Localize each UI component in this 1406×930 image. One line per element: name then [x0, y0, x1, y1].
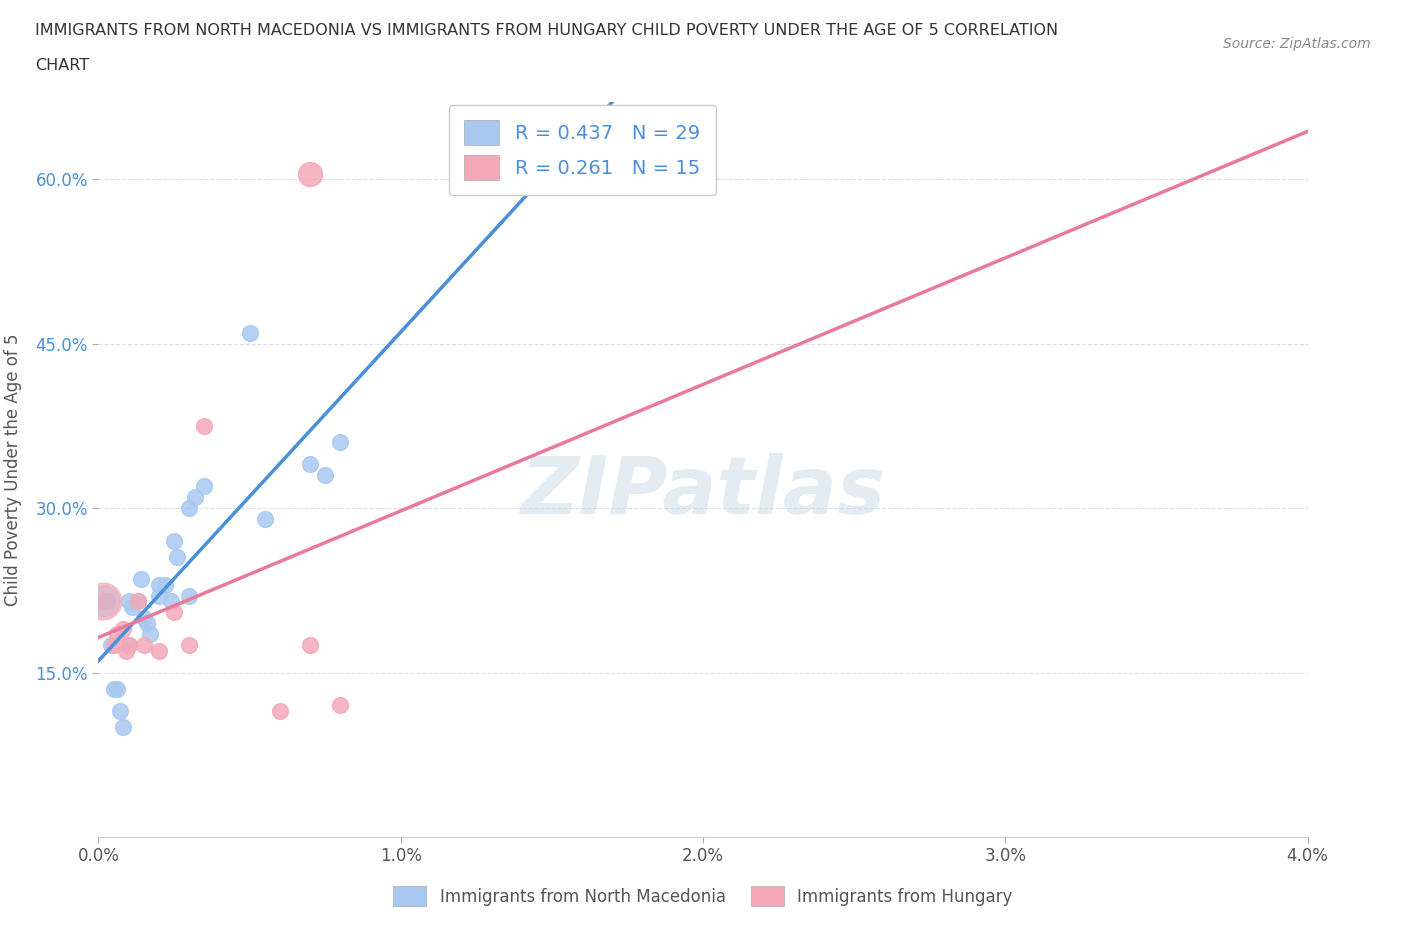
- Point: [163, 534, 186, 549]
- Point: [253, 512, 276, 526]
- Point: [108, 703, 131, 718]
- Point: [314, 468, 336, 483]
- Point: [96, 593, 118, 608]
- Point: [91, 593, 114, 608]
- Text: Source: ZipAtlas.com: Source: ZipAtlas.com: [1223, 37, 1371, 51]
- Point: [93, 593, 115, 608]
- Point: [299, 166, 322, 181]
- Point: [329, 435, 352, 450]
- Point: [239, 326, 262, 340]
- Point: [127, 593, 149, 608]
- Text: CHART: CHART: [35, 58, 89, 73]
- Point: [179, 589, 201, 604]
- Point: [166, 550, 188, 565]
- Point: [129, 572, 152, 587]
- Point: [299, 638, 322, 653]
- Point: [111, 720, 134, 735]
- Point: [103, 638, 125, 653]
- Point: [179, 500, 201, 515]
- Point: [153, 578, 176, 592]
- Point: [121, 599, 143, 614]
- Point: [148, 589, 170, 604]
- Point: [269, 703, 291, 718]
- Point: [179, 638, 201, 653]
- Point: [135, 616, 157, 631]
- Point: [132, 638, 155, 653]
- Point: [148, 578, 170, 592]
- Point: [299, 457, 322, 472]
- Point: [163, 604, 186, 619]
- Point: [118, 638, 141, 653]
- Point: [193, 479, 215, 494]
- Point: [114, 644, 136, 658]
- Point: [139, 627, 162, 642]
- Point: [118, 638, 141, 653]
- Point: [93, 593, 115, 608]
- Point: [132, 610, 155, 625]
- Point: [105, 627, 128, 642]
- Point: [105, 682, 128, 697]
- Point: [103, 682, 125, 697]
- Text: ZIPatlas: ZIPatlas: [520, 453, 886, 531]
- Point: [160, 593, 183, 608]
- Point: [329, 698, 352, 713]
- Point: [100, 638, 122, 653]
- Point: [148, 644, 170, 658]
- Legend: R = 0.437   N = 29, R = 0.261   N = 15: R = 0.437 N = 29, R = 0.261 N = 15: [449, 105, 716, 195]
- Point: [193, 418, 215, 433]
- Point: [184, 489, 207, 504]
- Text: IMMIGRANTS FROM NORTH MACEDONIA VS IMMIGRANTS FROM HUNGARY CHILD POVERTY UNDER T: IMMIGRANTS FROM NORTH MACEDONIA VS IMMIG…: [35, 23, 1059, 38]
- Point: [118, 593, 141, 608]
- Legend: Immigrants from North Macedonia, Immigrants from Hungary: Immigrants from North Macedonia, Immigra…: [387, 880, 1019, 912]
- Point: [111, 621, 134, 636]
- Point: [127, 593, 149, 608]
- Y-axis label: Child Poverty Under the Age of 5: Child Poverty Under the Age of 5: [4, 333, 21, 606]
